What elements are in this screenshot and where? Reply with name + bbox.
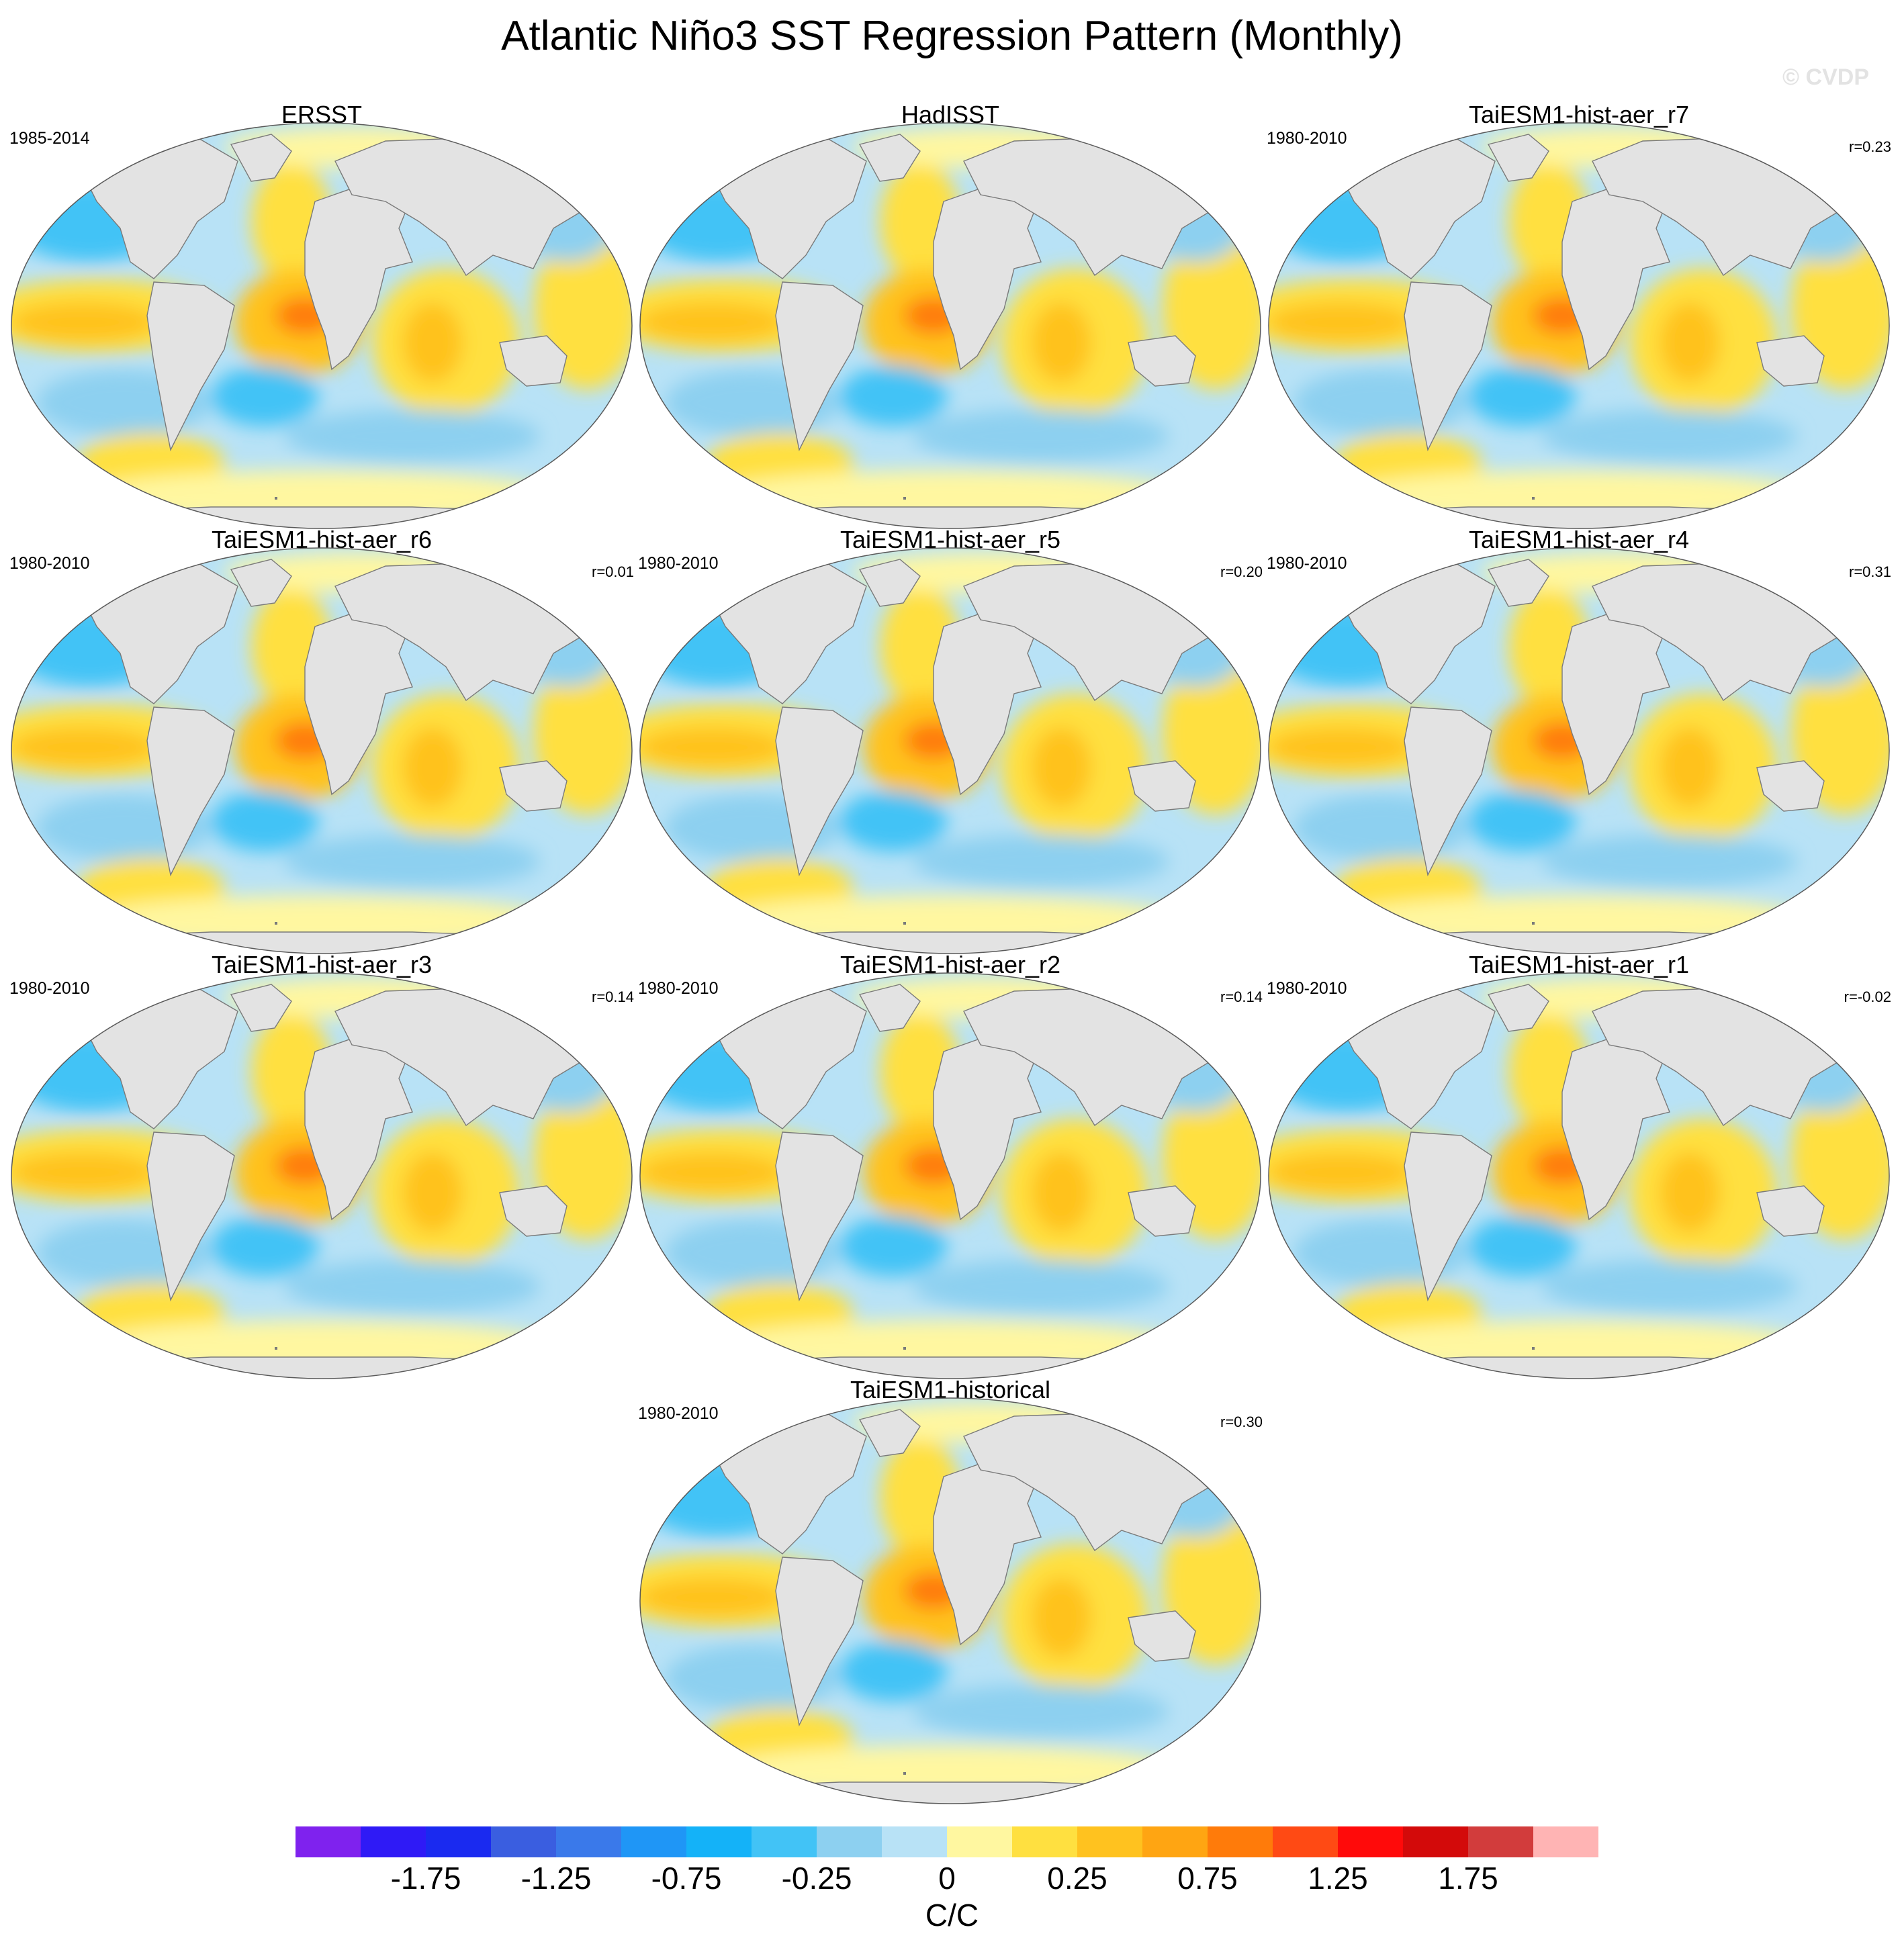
figure-title: Atlantic Niño3 SST Regression Pattern (M… [501, 13, 1403, 59]
colorbar-tick-label: -0.75 [651, 1861, 722, 1896]
colorbar-box [1142, 1826, 1208, 1857]
world-map [638, 121, 1263, 530]
colorbar-tick-label: -0.25 [781, 1861, 852, 1896]
map-panel-r7: TaiESM1-hist-aer_r7 1980-2010 r=0.23 [1267, 101, 1891, 530]
world-map [1267, 121, 1891, 530]
panel-correlation: r=0.30 [1220, 1413, 1263, 1430]
map-panel-r4: TaiESM1-hist-aer_r4 1980-2010 r=0.31 [1267, 526, 1891, 956]
colorbar-box [1403, 1826, 1468, 1857]
panel-correlation: r=0.23 [1849, 138, 1891, 155]
colorbar-box [1208, 1826, 1273, 1857]
panel-period: 1980-2010 [9, 979, 90, 998]
colorbar-box [621, 1826, 686, 1857]
panel-period: 1980-2010 [638, 979, 719, 998]
panel-correlation: r=-0.02 [1844, 988, 1891, 1005]
colorbar-tick-label: 0.25 [1047, 1861, 1107, 1896]
colorbar-box [1273, 1826, 1338, 1857]
colorbar-box [1077, 1826, 1142, 1857]
colorbar-box [882, 1826, 947, 1857]
colorbar-tick-label: -1.75 [390, 1861, 461, 1896]
world-map [1267, 546, 1891, 956]
panel-period: 1980-2010 [638, 1404, 719, 1423]
colorbar-box [947, 1826, 1012, 1857]
colorbar-box [686, 1826, 752, 1857]
panel-period: 1980-2010 [9, 554, 90, 573]
colorbar-box [361, 1826, 426, 1857]
world-map [638, 1396, 1263, 1806]
colorbar-units: C/C [925, 1898, 979, 1933]
colorbar-box [556, 1826, 621, 1857]
panel-correlation: r=0.14 [1220, 988, 1263, 1005]
panel-period: 1980-2010 [1267, 979, 1347, 998]
map-panel-ersst: ERSST 1985-2014 [9, 101, 634, 530]
colorbar-box [1012, 1826, 1077, 1857]
colorbar-tick-label: 0.75 [1177, 1861, 1238, 1896]
map-panel-hadisst: HadISST [638, 101, 1263, 530]
world-map [9, 546, 634, 956]
panel-period: 1980-2010 [638, 554, 719, 573]
colorbar-box [491, 1826, 556, 1857]
map-panel-r1: TaiESM1-hist-aer_r1 1980-2010 r=-0.02 [1267, 951, 1891, 1381]
colorbar-box [1468, 1826, 1533, 1857]
map-panel-historical: TaiESM1-historical 1980-2010 r=0.30 [638, 1376, 1263, 1806]
world-map [9, 971, 634, 1381]
colorbar-box [752, 1826, 817, 1857]
map-panel-r2: TaiESM1-hist-aer_r2 1980-2010 r=0.14 [638, 951, 1263, 1381]
colorbar-tick-label: 1.25 [1308, 1861, 1368, 1896]
colorbar-tick-label: 1.75 [1438, 1861, 1498, 1896]
colorbar-box [817, 1826, 882, 1857]
panel-period: 1985-2014 [9, 129, 90, 148]
cvdp-watermark: © CVDP [1782, 64, 1869, 90]
panel-correlation: r=0.31 [1849, 563, 1891, 580]
colorbar-box [1533, 1826, 1598, 1857]
colorbar-box [426, 1826, 491, 1857]
map-panel-r3: TaiESM1-hist-aer_r3 1980-2010 r=0.14 [9, 951, 634, 1381]
map-panel-r5: TaiESM1-hist-aer_r5 1980-2010 r=0.20 [638, 526, 1263, 956]
panel-correlation: r=0.20 [1220, 563, 1263, 580]
panel-period: 1980-2010 [1267, 129, 1347, 148]
world-map [1267, 971, 1891, 1381]
panel-period: 1980-2010 [1267, 554, 1347, 573]
colorbar-tick-label: -1.25 [520, 1861, 592, 1896]
colorbar-box [1338, 1826, 1403, 1857]
colorbar-tick-label: 0 [938, 1861, 956, 1896]
map-panel-r6: TaiESM1-hist-aer_r6 1980-2010 r=0.01 [9, 526, 634, 956]
panel-correlation: r=0.14 [592, 988, 634, 1005]
world-map [9, 121, 634, 530]
world-map [638, 546, 1263, 956]
world-map [638, 971, 1263, 1381]
colorbar-box [296, 1826, 361, 1857]
panel-correlation: r=0.01 [592, 563, 634, 580]
